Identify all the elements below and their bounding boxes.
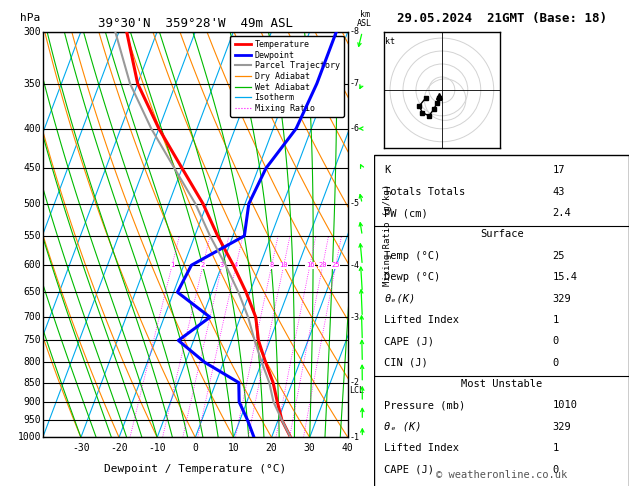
Text: 1: 1 [170, 262, 174, 268]
Text: 25: 25 [331, 262, 340, 268]
Text: 1000: 1000 [18, 433, 42, 442]
Text: 550: 550 [24, 231, 42, 241]
Text: 1: 1 [553, 443, 559, 453]
Text: 16: 16 [306, 262, 314, 268]
Text: 900: 900 [24, 397, 42, 407]
Text: 0: 0 [553, 358, 559, 368]
Text: 25: 25 [553, 251, 565, 261]
Text: 2.4: 2.4 [553, 208, 571, 218]
Text: LCL: LCL [349, 386, 364, 395]
Text: 350: 350 [24, 79, 42, 88]
Text: -1: -1 [349, 433, 359, 442]
Text: K: K [384, 165, 391, 175]
Text: 500: 500 [24, 199, 42, 209]
Text: CAPE (J): CAPE (J) [384, 465, 435, 475]
Text: 300: 300 [24, 27, 42, 36]
Text: 20: 20 [318, 262, 327, 268]
Text: Surface: Surface [480, 229, 523, 240]
Text: 17: 17 [553, 165, 565, 175]
Text: 10: 10 [228, 444, 239, 453]
Text: 0: 0 [192, 444, 198, 453]
Text: Totals Totals: Totals Totals [384, 187, 465, 197]
Text: -4: -4 [349, 260, 359, 270]
Text: 15.4: 15.4 [553, 272, 577, 282]
Text: 450: 450 [24, 163, 42, 173]
Text: 0: 0 [553, 465, 559, 475]
Text: Temp (°C): Temp (°C) [384, 251, 441, 261]
Text: 850: 850 [24, 378, 42, 388]
Text: 750: 750 [24, 335, 42, 346]
Text: θₑ (K): θₑ (K) [384, 422, 422, 432]
Text: © weatheronline.co.uk: © weatheronline.co.uk [436, 470, 567, 480]
Text: kt: kt [386, 37, 396, 46]
Text: -10: -10 [148, 444, 166, 453]
Text: θₑ(K): θₑ(K) [384, 294, 416, 304]
Title: 39°30'N  359°28'W  49m ASL: 39°30'N 359°28'W 49m ASL [97, 17, 293, 31]
Text: PW (cm): PW (cm) [384, 208, 428, 218]
Text: Most Unstable: Most Unstable [461, 379, 542, 389]
Text: -30: -30 [72, 444, 90, 453]
Text: 329: 329 [553, 294, 571, 304]
Text: 8: 8 [270, 262, 274, 268]
Text: hPa: hPa [20, 14, 40, 23]
Text: -20: -20 [110, 444, 128, 453]
Text: 329: 329 [553, 422, 571, 432]
Text: 700: 700 [24, 312, 42, 322]
Text: 2: 2 [201, 262, 205, 268]
Text: 10: 10 [279, 262, 288, 268]
Text: -8: -8 [349, 27, 359, 36]
Text: 650: 650 [24, 287, 42, 297]
Text: Pressure (mb): Pressure (mb) [384, 400, 465, 411]
Text: -3: -3 [349, 312, 359, 322]
Text: 400: 400 [24, 123, 42, 134]
Text: Dewp (°C): Dewp (°C) [384, 272, 441, 282]
Text: 950: 950 [24, 415, 42, 425]
Text: km
ASL: km ASL [357, 10, 372, 28]
Text: 1: 1 [553, 315, 559, 325]
Text: Mixing Ratio (g/kg): Mixing Ratio (g/kg) [383, 183, 392, 286]
Text: 800: 800 [24, 357, 42, 367]
Legend: Temperature, Dewpoint, Parcel Trajectory, Dry Adiabat, Wet Adiabat, Isotherm, Mi: Temperature, Dewpoint, Parcel Trajectory… [230, 36, 343, 117]
Text: -2: -2 [349, 378, 359, 387]
Text: -6: -6 [349, 124, 359, 133]
Text: 600: 600 [24, 260, 42, 270]
Text: 43: 43 [553, 187, 565, 197]
Text: 40: 40 [342, 444, 353, 453]
Text: 0: 0 [553, 336, 559, 347]
Text: CAPE (J): CAPE (J) [384, 336, 435, 347]
Text: 29.05.2024  21GMT (Base: 18): 29.05.2024 21GMT (Base: 18) [397, 12, 606, 25]
Text: CIN (J): CIN (J) [384, 358, 428, 368]
Text: 1010: 1010 [553, 400, 577, 411]
Text: Lifted Index: Lifted Index [384, 315, 459, 325]
Text: 4: 4 [234, 262, 238, 268]
Text: 3: 3 [220, 262, 224, 268]
Text: -7: -7 [349, 79, 359, 88]
Text: Lifted Index: Lifted Index [384, 443, 459, 453]
Text: 30: 30 [304, 444, 316, 453]
Text: -5: -5 [349, 199, 359, 208]
Text: Dewpoint / Temperature (°C): Dewpoint / Temperature (°C) [104, 464, 286, 474]
Text: 20: 20 [265, 444, 277, 453]
